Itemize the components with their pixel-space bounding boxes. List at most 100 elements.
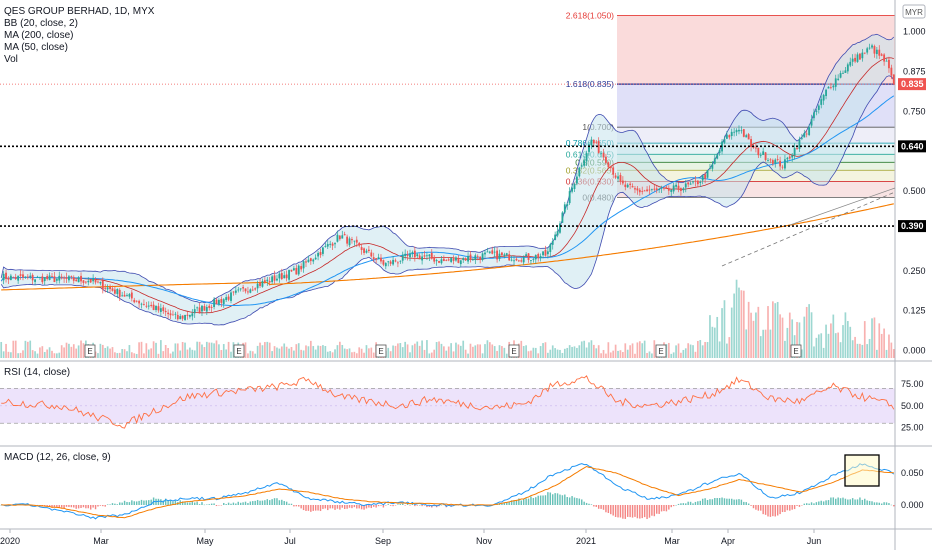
- volume-bar: [12, 340, 15, 358]
- legend-vol[interactable]: Vol: [4, 54, 18, 65]
- volume-bar: [406, 344, 409, 358]
- macd-histogram-bar: [92, 505, 94, 508]
- volume-bar: [547, 352, 549, 358]
- legend-bb[interactable]: BB (20, close, 2): [4, 18, 78, 29]
- macd-histogram-bar: [643, 505, 646, 518]
- candle-body: [126, 295, 128, 296]
- macd-histogram-bar: [206, 504, 208, 505]
- level-640-tag-bg: [898, 140, 926, 153]
- candle-body: [384, 263, 387, 267]
- volume-bar: [595, 348, 598, 358]
- earnings-label: E: [511, 347, 516, 356]
- volume-bar: [285, 346, 288, 358]
- symbol-title[interactable]: QES GROUP BERHAD, 1D, MYX: [4, 6, 155, 17]
- rsi-legend[interactable]: RSI (14, close): [4, 367, 70, 379]
- volume-bar: [709, 315, 711, 358]
- candle-body: [36, 276, 39, 278]
- volume-bar: [503, 347, 506, 358]
- candle-body: [493, 251, 496, 253]
- volume-bar: [210, 342, 213, 358]
- volume-bar: [10, 352, 12, 358]
- macd-histogram-bar: [810, 502, 813, 505]
- macd-histogram-bar: [239, 502, 242, 505]
- macd-histogram-bar: [148, 500, 150, 505]
- candle-body: [70, 276, 73, 277]
- volume-bar: [227, 341, 230, 358]
- macd-histogram-bar: [68, 505, 70, 507]
- volume-bar: [184, 342, 186, 358]
- candle-body: [863, 52, 866, 54]
- macd-histogram-bar: [762, 505, 764, 515]
- volume-bar: [614, 344, 617, 358]
- macd-histogram-bar: [873, 502, 876, 505]
- candle-body: [571, 187, 573, 192]
- candle-body: [496, 250, 499, 260]
- candle-body: [162, 307, 165, 312]
- candle-body: [469, 254, 472, 260]
- volume-bar: [363, 352, 365, 358]
- macd-legend[interactable]: MACD (12, 26, close, 9): [4, 452, 111, 464]
- volume-bar: [493, 346, 496, 358]
- macd-histogram-bar: [85, 505, 87, 509]
- macd-histogram-bar: [73, 505, 75, 508]
- macd-histogram-bar: [614, 505, 617, 517]
- macd-histogram-bar: [252, 501, 254, 505]
- price-tick-label: 0.250: [903, 266, 926, 276]
- volume-bar: [295, 344, 298, 358]
- candle-body: [525, 254, 528, 257]
- candle-body: [621, 180, 624, 184]
- level-640-tag: 0.640: [901, 141, 924, 151]
- legend-ma50[interactable]: MA (50, close): [4, 42, 68, 53]
- candle-body: [24, 276, 27, 278]
- earnings-label: E: [658, 347, 663, 356]
- volume-bar: [63, 347, 65, 358]
- volume-bar: [140, 341, 143, 358]
- candle-body: [268, 281, 271, 283]
- macd-histogram-bar: [793, 505, 796, 510]
- volume-bar: [665, 344, 668, 358]
- candle-body: [585, 153, 588, 162]
- macd-histogram-bar: [612, 505, 614, 516]
- candle-body: [157, 306, 160, 311]
- macd-histogram-bar: [597, 505, 600, 509]
- volume-bar: [48, 347, 51, 358]
- candle-body: [646, 189, 648, 192]
- candle-body: [266, 279, 269, 282]
- macd-histogram-bar: [503, 502, 506, 505]
- macd-histogram-bar: [617, 505, 619, 518]
- candle-body: [537, 254, 540, 259]
- price-tick-label: 0.500: [903, 186, 926, 196]
- candle-body: [435, 260, 438, 262]
- volume-bar: [58, 352, 61, 358]
- macd-histogram-bar: [774, 505, 776, 517]
- volume-bar: [353, 351, 356, 358]
- candle-body: [892, 74, 895, 85]
- macd-histogram-bar: [822, 501, 825, 505]
- macd-histogram-bar: [218, 505, 220, 506]
- candle-body: [421, 256, 424, 261]
- candle-body: [5, 272, 7, 279]
- macd-histogram-bar: [351, 505, 353, 509]
- macd-histogram-bar: [658, 505, 660, 514]
- volume-bar: [307, 346, 310, 358]
- macd-histogram-bar: [651, 505, 653, 516]
- candle-body: [515, 258, 518, 261]
- candle-body: [116, 288, 119, 295]
- macd-histogram-bar: [169, 499, 172, 505]
- volume-bar: [813, 346, 815, 358]
- volume-bar: [646, 352, 648, 358]
- legend-ma200[interactable]: MA (200, close): [4, 30, 74, 41]
- candle-body: [259, 282, 261, 286]
- macd-histogram-bar: [868, 500, 871, 505]
- candle-body: [687, 182, 690, 185]
- candle-body: [813, 112, 815, 119]
- candle-body: [846, 64, 849, 72]
- volume-bar: [588, 342, 590, 358]
- macd-histogram-bar: [440, 504, 443, 506]
- volume-bar: [455, 342, 457, 358]
- candle-body: [164, 310, 167, 313]
- macd-histogram-bar: [102, 505, 104, 507]
- macd-histogram-bar: [675, 504, 677, 506]
- candle-body: [590, 139, 593, 146]
